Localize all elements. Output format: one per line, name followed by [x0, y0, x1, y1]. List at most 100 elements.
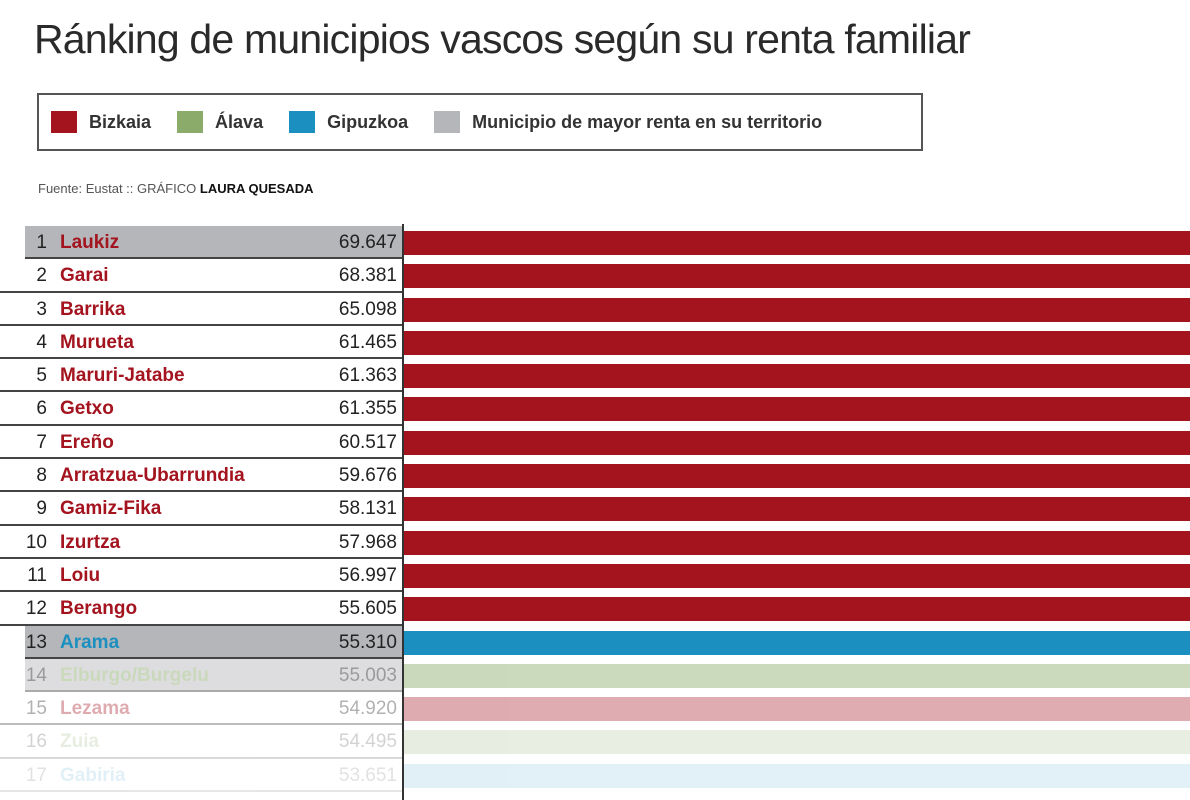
income-value: 60.517 [338, 431, 397, 453]
legend-label: Bizkaia [89, 111, 152, 132]
legend-swatch [177, 111, 204, 133]
legend-swatch [289, 111, 316, 133]
table-row: 11 Loiu 56.997 [0, 559, 1190, 593]
row-cell [0, 293, 403, 326]
rank: 15 [25, 698, 47, 720]
table-row: 15 Lezama 54.920 [0, 692, 1190, 726]
rank: 16 [25, 731, 47, 753]
bar [404, 763, 1190, 788]
municipality-name: Gabiria [60, 764, 126, 786]
table-row: 14 Elburgo/Burgelu 55.003 [0, 658, 1190, 693]
income-value: 65.098 [338, 298, 397, 320]
legend-swatch [51, 111, 77, 133]
rank: 14 [25, 664, 47, 686]
income-value: 69.647 [338, 232, 397, 253]
bar [404, 297, 1190, 322]
legend-item: Gipuzkoa [289, 111, 408, 133]
municipality-name: Arama [60, 631, 120, 653]
bar [404, 464, 1190, 489]
credit-name: LAURA QUESADA [199, 181, 314, 196]
bar [404, 697, 1190, 722]
municipality-name: Barrika [60, 298, 126, 320]
municipality-name: Zuia [60, 731, 100, 753]
income-value: 53.651 [338, 764, 397, 786]
row-cell [0, 492, 403, 526]
legend-item: Álava [177, 111, 263, 133]
municipality-name: Loiu [60, 564, 101, 586]
income-value: 61.363 [338, 365, 397, 387]
legend-swatch [434, 111, 461, 133]
row-cell [0, 559, 403, 593]
legend-label: Municipio de mayor renta en su territori… [472, 111, 823, 132]
bar [404, 231, 1190, 255]
income-value: 55.605 [338, 598, 397, 620]
municipality-name: Elburgo/Burgelu [60, 664, 209, 686]
bar [404, 630, 1190, 655]
bar [404, 530, 1190, 555]
rank: 5 [36, 365, 47, 387]
municipality-name: Garai [60, 265, 109, 287]
bar [404, 364, 1190, 389]
rank: 9 [36, 498, 47, 520]
row-cell [0, 259, 403, 293]
source: Fuente: Eustat [38, 181, 123, 196]
table-row: 3 Barrika 65.098 [0, 293, 1190, 326]
rank: 12 [25, 598, 47, 620]
bar [404, 663, 1190, 688]
municipality-name: Arratzua-Ubarrundia [60, 465, 245, 487]
legend-item: Municipio de mayor renta en su territori… [434, 111, 822, 133]
municipality-name: Laukiz [60, 232, 120, 253]
row-cell [0, 359, 403, 393]
row-cell [0, 459, 403, 493]
row-cell [0, 759, 403, 793]
table-row: 5 Maruri-Jatabe 61.363 [0, 359, 1190, 393]
source-credit: Fuente: Eustat :: GRÁFICO LAURA QUESADA [38, 181, 314, 196]
rank: 1 [36, 232, 47, 253]
table-row: 16 Zuia 54.495 [0, 725, 1190, 759]
municipality-name: Gamiz-Fika [60, 498, 162, 520]
legend: Bizkaia Álava Gipuzkoa Municipio de mayor r… [37, 93, 923, 151]
income-value: 56.997 [338, 564, 397, 586]
row-cell [25, 226, 403, 260]
income-value: 61.355 [338, 398, 397, 420]
municipality-name: Lezama [60, 698, 130, 720]
chart-title: Ránking de municipios vascos según su re… [34, 16, 971, 62]
rank: 7 [36, 431, 47, 453]
row-cell [0, 426, 403, 460]
income-value: 55.310 [338, 631, 397, 653]
municipality-name: Maruri-Jatabe [60, 365, 185, 387]
table-row: 6 Getxo 61.355 [0, 392, 1190, 426]
row-cell [25, 658, 403, 693]
table-row: 7 Ereño 60.517 [0, 426, 1190, 460]
ranking-table: 1 Laukiz 69.647 2 Garai 68.381 3 Barrika 65.098 4… [0, 226, 1190, 793]
rank: 8 [36, 465, 47, 487]
municipality-name: Izurtza [60, 531, 121, 553]
bar [404, 563, 1190, 588]
bar [404, 597, 1190, 622]
income-value: 68.381 [338, 265, 397, 287]
rank: 13 [25, 631, 47, 653]
income-value: 55.003 [338, 664, 397, 686]
rank: 2 [36, 265, 47, 287]
income-value: 57.968 [338, 531, 397, 553]
bar [404, 730, 1190, 755]
rank: 17 [25, 764, 47, 786]
table-row: 4 Murueta 61.465 [0, 326, 1190, 360]
row-cell [0, 326, 403, 360]
table-row: 1 Laukiz 69.647 [0, 226, 1190, 260]
row-cell [0, 392, 403, 426]
municipality-name: Murueta [60, 331, 134, 353]
income-value: 58.131 [338, 498, 397, 520]
income-value: 54.495 [338, 731, 397, 753]
row-cell [25, 625, 403, 659]
rank: 4 [36, 331, 47, 353]
axis-line [402, 224, 404, 800]
bar [404, 264, 1190, 289]
legend-label: Gipuzkoa [327, 111, 409, 132]
legend-item: Bizkaia [51, 111, 151, 133]
bar [404, 497, 1190, 522]
municipality-name: Berango [60, 598, 138, 620]
bar [404, 397, 1190, 422]
municipality-name: Getxo [60, 398, 114, 420]
row-cell [0, 725, 403, 759]
